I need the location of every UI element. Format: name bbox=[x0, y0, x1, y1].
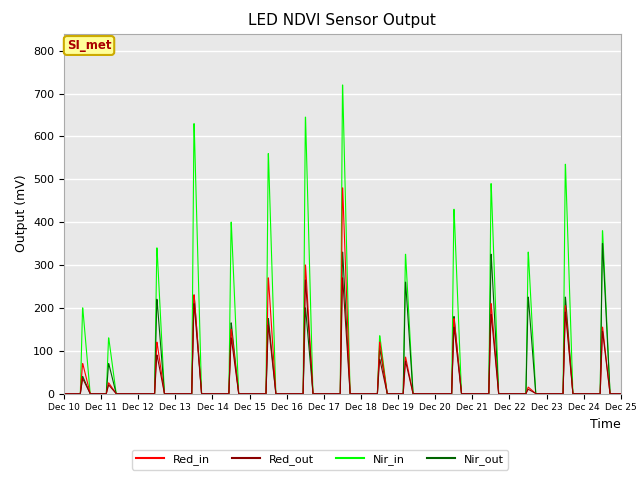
Red_in bbox=[124, 391, 131, 396]
Nir_out bbox=[124, 391, 131, 396]
Nir_in bbox=[157, 314, 164, 320]
Red_out bbox=[606, 391, 614, 396]
Line: Red_out: Red_out bbox=[64, 278, 621, 394]
Red_out bbox=[274, 391, 282, 396]
Nir_in bbox=[606, 391, 614, 396]
Red_in bbox=[546, 391, 554, 396]
Red_out bbox=[60, 391, 68, 396]
Nir_in bbox=[617, 391, 625, 396]
X-axis label: Time: Time bbox=[590, 418, 621, 431]
Red_in bbox=[606, 391, 614, 396]
Nir_in bbox=[274, 391, 282, 396]
Nir_in bbox=[124, 391, 131, 396]
Red_in bbox=[274, 391, 282, 396]
Red_in bbox=[157, 364, 164, 370]
Y-axis label: Output (mV): Output (mV) bbox=[15, 175, 28, 252]
Nir_out bbox=[157, 341, 164, 347]
Line: Nir_out: Nir_out bbox=[64, 243, 621, 394]
Red_out bbox=[157, 371, 164, 376]
Line: Nir_in: Nir_in bbox=[64, 85, 621, 394]
Nir_in bbox=[546, 391, 554, 396]
Line: Red_in: Red_in bbox=[64, 188, 621, 394]
Text: SI_met: SI_met bbox=[67, 39, 111, 52]
Red_out bbox=[339, 275, 346, 281]
Nir_in bbox=[339, 82, 346, 88]
Red_in bbox=[298, 391, 305, 396]
Nir_in bbox=[298, 391, 305, 396]
Red_out bbox=[124, 391, 131, 396]
Nir_out bbox=[606, 391, 614, 396]
Red_in bbox=[617, 391, 625, 396]
Legend: Red_in, Red_out, Nir_in, Nir_out: Red_in, Red_out, Nir_in, Nir_out bbox=[132, 450, 508, 469]
Nir_in bbox=[60, 391, 68, 396]
Title: LED NDVI Sensor Output: LED NDVI Sensor Output bbox=[248, 13, 436, 28]
Red_out bbox=[546, 391, 554, 396]
Nir_out bbox=[274, 391, 282, 396]
Nir_out bbox=[546, 391, 554, 396]
Red_in bbox=[60, 391, 68, 396]
Nir_out bbox=[598, 240, 606, 247]
Nir_out bbox=[617, 391, 625, 396]
Red_out bbox=[298, 391, 305, 396]
Red_out bbox=[617, 391, 625, 396]
Nir_out bbox=[60, 391, 68, 396]
Red_in bbox=[339, 185, 346, 191]
Nir_out bbox=[298, 391, 305, 396]
